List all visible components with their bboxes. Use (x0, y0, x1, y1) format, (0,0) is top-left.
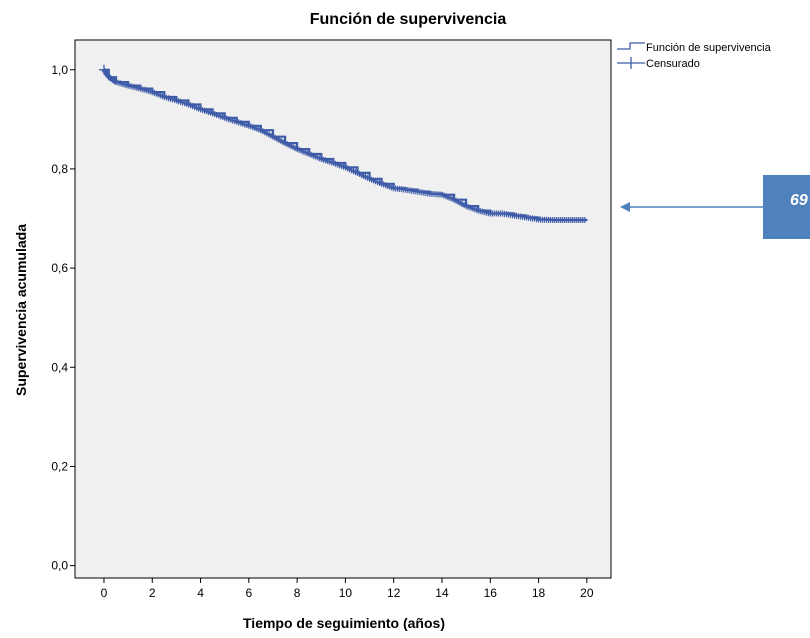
y-axis-label: Supervivencia acumulada (13, 224, 29, 396)
series-layer (98, 64, 588, 223)
legend-step-icon (617, 42, 645, 50)
x-tick-label: 6 (245, 586, 252, 600)
x-tick-label: 14 (435, 586, 449, 600)
legend-item-survival: Función de supervivencia (646, 42, 772, 54)
censor-marks (98, 64, 588, 223)
annotation-value: 69 (790, 192, 808, 209)
legend-censor-icon (617, 57, 645, 69)
plot-area (74, 39, 612, 579)
x-tick-label: 16 (484, 586, 498, 600)
y-tick-label: 1,0 (51, 63, 68, 77)
y-tick-label: 0,8 (51, 162, 68, 176)
annotation-callout: 69 (763, 175, 810, 239)
x-tick-label: 10 (339, 586, 353, 600)
y-tick-label: 0,4 (51, 360, 68, 374)
x-tick-label: 4 (197, 586, 204, 600)
annotation-arrow (620, 202, 763, 212)
y-tick-label: 0,0 (51, 559, 68, 573)
x-tick-label: 2 (149, 586, 156, 600)
x-tick-label: 18 (532, 586, 546, 600)
y-tick-label: 0,6 (51, 261, 68, 275)
x-tick-label: 20 (580, 586, 594, 600)
x-axis-label: Tiempo de seguimiento (años) (243, 615, 445, 631)
x-tick-label: 8 (294, 586, 301, 600)
chart-title: Función de supervivencia (310, 11, 507, 28)
legend: Función de supervivencia Censurado (617, 42, 772, 70)
y-axis: 0,0 0,2 0,4 0,6 0,8 1,0 (51, 63, 75, 573)
x-tick-label: 12 (387, 586, 401, 600)
legend-item-censored: Censurado (646, 58, 700, 70)
x-axis: 0 2 4 6 8 10 12 14 16 18 20 (101, 578, 594, 600)
y-tick-label: 0,2 (51, 459, 68, 473)
x-tick-label: 0 (101, 586, 108, 600)
